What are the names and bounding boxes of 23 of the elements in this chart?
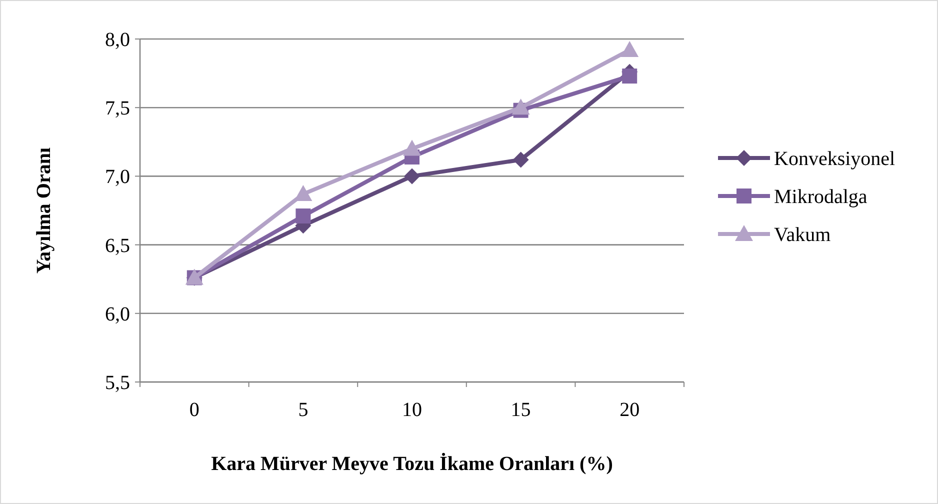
x-tick-label: 5	[298, 399, 308, 421]
x-axis-title: Kara Mürver Meyve Tozu İkame Oranları (%)	[211, 452, 613, 475]
point	[622, 68, 638, 84]
point	[620, 40, 639, 57]
x-tick-label: 15	[510, 399, 531, 421]
point	[512, 152, 529, 168]
y-tick-label: 5,5	[105, 372, 130, 394]
y-tick-label: 6,5	[105, 234, 130, 257]
point	[403, 140, 421, 156]
x-tick-label: 0	[189, 399, 200, 421]
legend-label: Vakum	[774, 224, 832, 246]
point	[512, 98, 530, 115]
y-tick-label: 6,0	[105, 303, 130, 326]
y-tick-label: 7,0	[105, 166, 130, 188]
y-tick-label: 7,5	[105, 98, 130, 120]
legend-label: Mikrodalga	[774, 186, 868, 208]
legend-label: Konveksiyonel	[774, 148, 896, 170]
x-tick-label: 20	[620, 399, 640, 421]
y-tick-label: 8,0	[105, 29, 130, 51]
point	[296, 208, 311, 224]
x-tick-label: 10	[402, 399, 422, 421]
y-axis-title: Yayılma Oranı	[33, 147, 55, 274]
point	[404, 168, 420, 184]
